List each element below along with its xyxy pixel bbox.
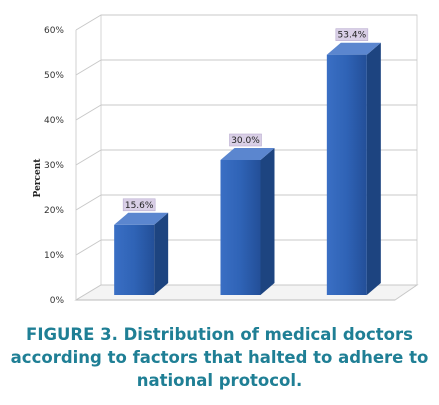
data-label-text: 30.0% [231, 136, 260, 146]
bar-front [220, 160, 261, 295]
bar-top [220, 148, 275, 160]
gridline-depth [75, 59, 102, 76]
figure-caption: FIGURE 3. Distribution of medical doctor… [0, 323, 439, 392]
y-tick-label: 20% [44, 206, 64, 216]
bar-front [326, 54, 367, 296]
y-axis-label: Percent [33, 158, 43, 198]
gridline-depth [75, 194, 102, 211]
y-tick-label: 0% [50, 296, 65, 306]
data-labels: 15.6% 30.0% 53.4% [122, 28, 369, 212]
gridline-depth [75, 104, 102, 121]
data-label-text: 53.4% [338, 31, 367, 41]
bar-front [114, 224, 155, 295]
bar-top [114, 212, 169, 225]
caption-line-2: according to factors that halted to adhe… [10, 348, 429, 367]
gridline-depth [75, 14, 102, 31]
bar [326, 42, 381, 296]
bar-chart: 0% 10% 20% 30% 40% 50% 60% Percent 15.6% 30.0% 5… [33, 14, 419, 306]
data-label-box [335, 28, 369, 42]
data-label: 15.6% [122, 198, 156, 212]
y-tick-label: 30% [44, 161, 64, 171]
bars [114, 42, 381, 296]
y-axis-ticks: 0% 10% 20% 30% 40% 50% 60% [44, 26, 64, 306]
caption-line-1: FIGURE 3. Distribution of medical doctor… [26, 325, 413, 344]
data-label-box [122, 198, 156, 212]
data-label: 30.0% [229, 133, 262, 147]
y-tick-label: 50% [44, 71, 64, 81]
bar [220, 148, 275, 295]
caption-line-3: national protocol. [136, 371, 303, 390]
bar-side [366, 42, 381, 296]
gridline-depth [75, 239, 102, 256]
y-tick-label: 10% [44, 251, 64, 261]
data-label-box [229, 133, 262, 147]
gridline-depth [75, 149, 102, 166]
y-tick-label: 40% [44, 116, 64, 126]
bar-side [154, 212, 169, 295]
data-label-text: 15.6% [125, 201, 154, 211]
bar-side [260, 148, 275, 295]
y-tick-label: 60% [44, 26, 64, 36]
data-label: 53.4% [335, 28, 369, 42]
bar [114, 212, 169, 295]
bar-top [326, 42, 381, 55]
